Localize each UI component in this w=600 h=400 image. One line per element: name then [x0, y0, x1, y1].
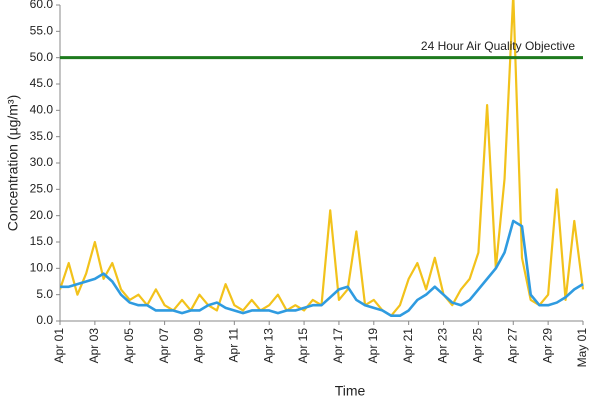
- y-tick-label: 35.0: [30, 129, 54, 143]
- y-tick-label: 20.0: [30, 208, 54, 222]
- x-tick-label: Apr 15: [296, 328, 310, 364]
- x-tick-label: Apr 07: [157, 328, 171, 364]
- y-tick-label: 45.0: [30, 76, 54, 90]
- x-tick-label: Apr 17: [331, 328, 345, 364]
- reference-label: 24 Hour Air Quality Objective: [421, 39, 575, 53]
- y-tick-label: 5.0: [36, 287, 53, 301]
- y-tick-label: 60.0: [30, 0, 54, 11]
- x-tick-label: Apr 11: [227, 328, 241, 363]
- x-tick-label: Apr 03: [87, 328, 101, 364]
- x-tick-label: Apr 05: [122, 328, 136, 364]
- x-tick-label: Apr 27: [505, 328, 519, 364]
- y-tick-label: 15.0: [30, 234, 54, 248]
- x-tick-label: Apr 01: [52, 328, 66, 364]
- y-tick-label: 50.0: [30, 50, 54, 64]
- x-tick-label: Apr 09: [192, 328, 206, 364]
- x-tick-label: May 01: [575, 328, 589, 368]
- y-tick-label: 25.0: [30, 182, 54, 196]
- x-tick-label: Apr 19: [366, 328, 380, 364]
- x-axis-label: Time: [335, 383, 366, 399]
- y-tick-label: 55.0: [30, 24, 54, 38]
- y-tick-label: 0.0: [36, 313, 53, 327]
- y-axis-label: Concentration (µg/m³): [5, 95, 21, 231]
- data-line: [60, 219, 584, 318]
- y-tick-label: 40.0: [30, 103, 54, 117]
- y-tick-label: 10.0: [30, 261, 54, 275]
- x-tick-label: Apr 23: [436, 328, 450, 364]
- x-tick-label: Apr 25: [471, 328, 485, 364]
- x-tick-label: Apr 29: [540, 328, 554, 364]
- y-tick-label: 30.0: [30, 155, 54, 169]
- x-tick-label: Apr 21: [401, 328, 415, 364]
- x-tick-label: Apr 13: [261, 328, 275, 364]
